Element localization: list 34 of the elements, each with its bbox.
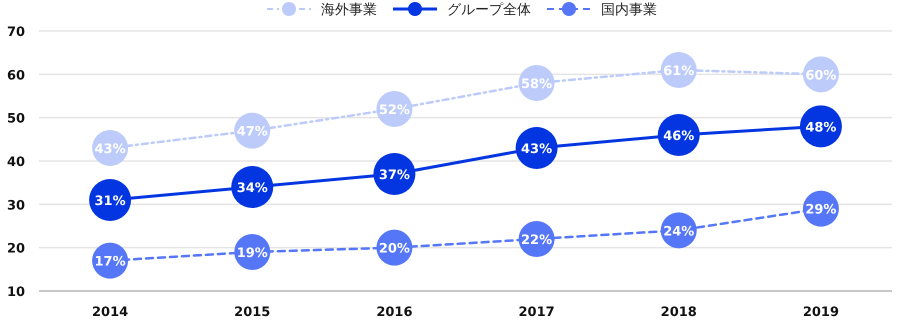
legend-label: 海外事業: [321, 2, 377, 18]
data-label: 37%: [378, 168, 410, 183]
data-label: 20%: [378, 242, 410, 257]
data-label: 17%: [94, 254, 126, 270]
x-tick-label: 2018: [660, 305, 697, 320]
y-tick-label: 30: [6, 198, 26, 214]
legend-label: 国内事業: [601, 2, 657, 18]
y-tick-label: 40: [6, 155, 26, 170]
data-label: 22%: [521, 233, 552, 248]
x-tick-label: 2017: [518, 305, 555, 320]
y-tick-label: 60: [6, 68, 26, 84]
data-label: 48%: [805, 120, 836, 136]
data-label: 47%: [236, 124, 268, 140]
data-label: 29%: [805, 202, 836, 218]
y-tick-label: 10: [6, 285, 26, 300]
data-label: 52%: [378, 103, 410, 118]
data-label: 43%: [94, 142, 126, 157]
data-label: 19%: [236, 246, 268, 261]
data-label: 46%: [663, 129, 694, 144]
y-tick-label: 20: [6, 242, 26, 257]
data-label: 24%: [663, 224, 694, 240]
x-tick-label: 2019: [802, 305, 840, 320]
legend-label: グループ全体: [447, 2, 531, 18]
y-tick-label: 70: [6, 25, 26, 40]
x-tick-label: 2014: [92, 305, 128, 320]
data-label: 31%: [94, 194, 126, 209]
x-tick-label: 2015: [234, 305, 270, 320]
data-label: 58%: [521, 77, 552, 92]
data-label: 60%: [805, 68, 836, 84]
y-tick-label: 50: [6, 112, 26, 127]
data-label: 61%: [663, 64, 694, 79]
data-label: 34%: [236, 181, 268, 196]
x-tick-label: 2016: [376, 305, 413, 320]
data-label: 43%: [521, 142, 552, 157]
